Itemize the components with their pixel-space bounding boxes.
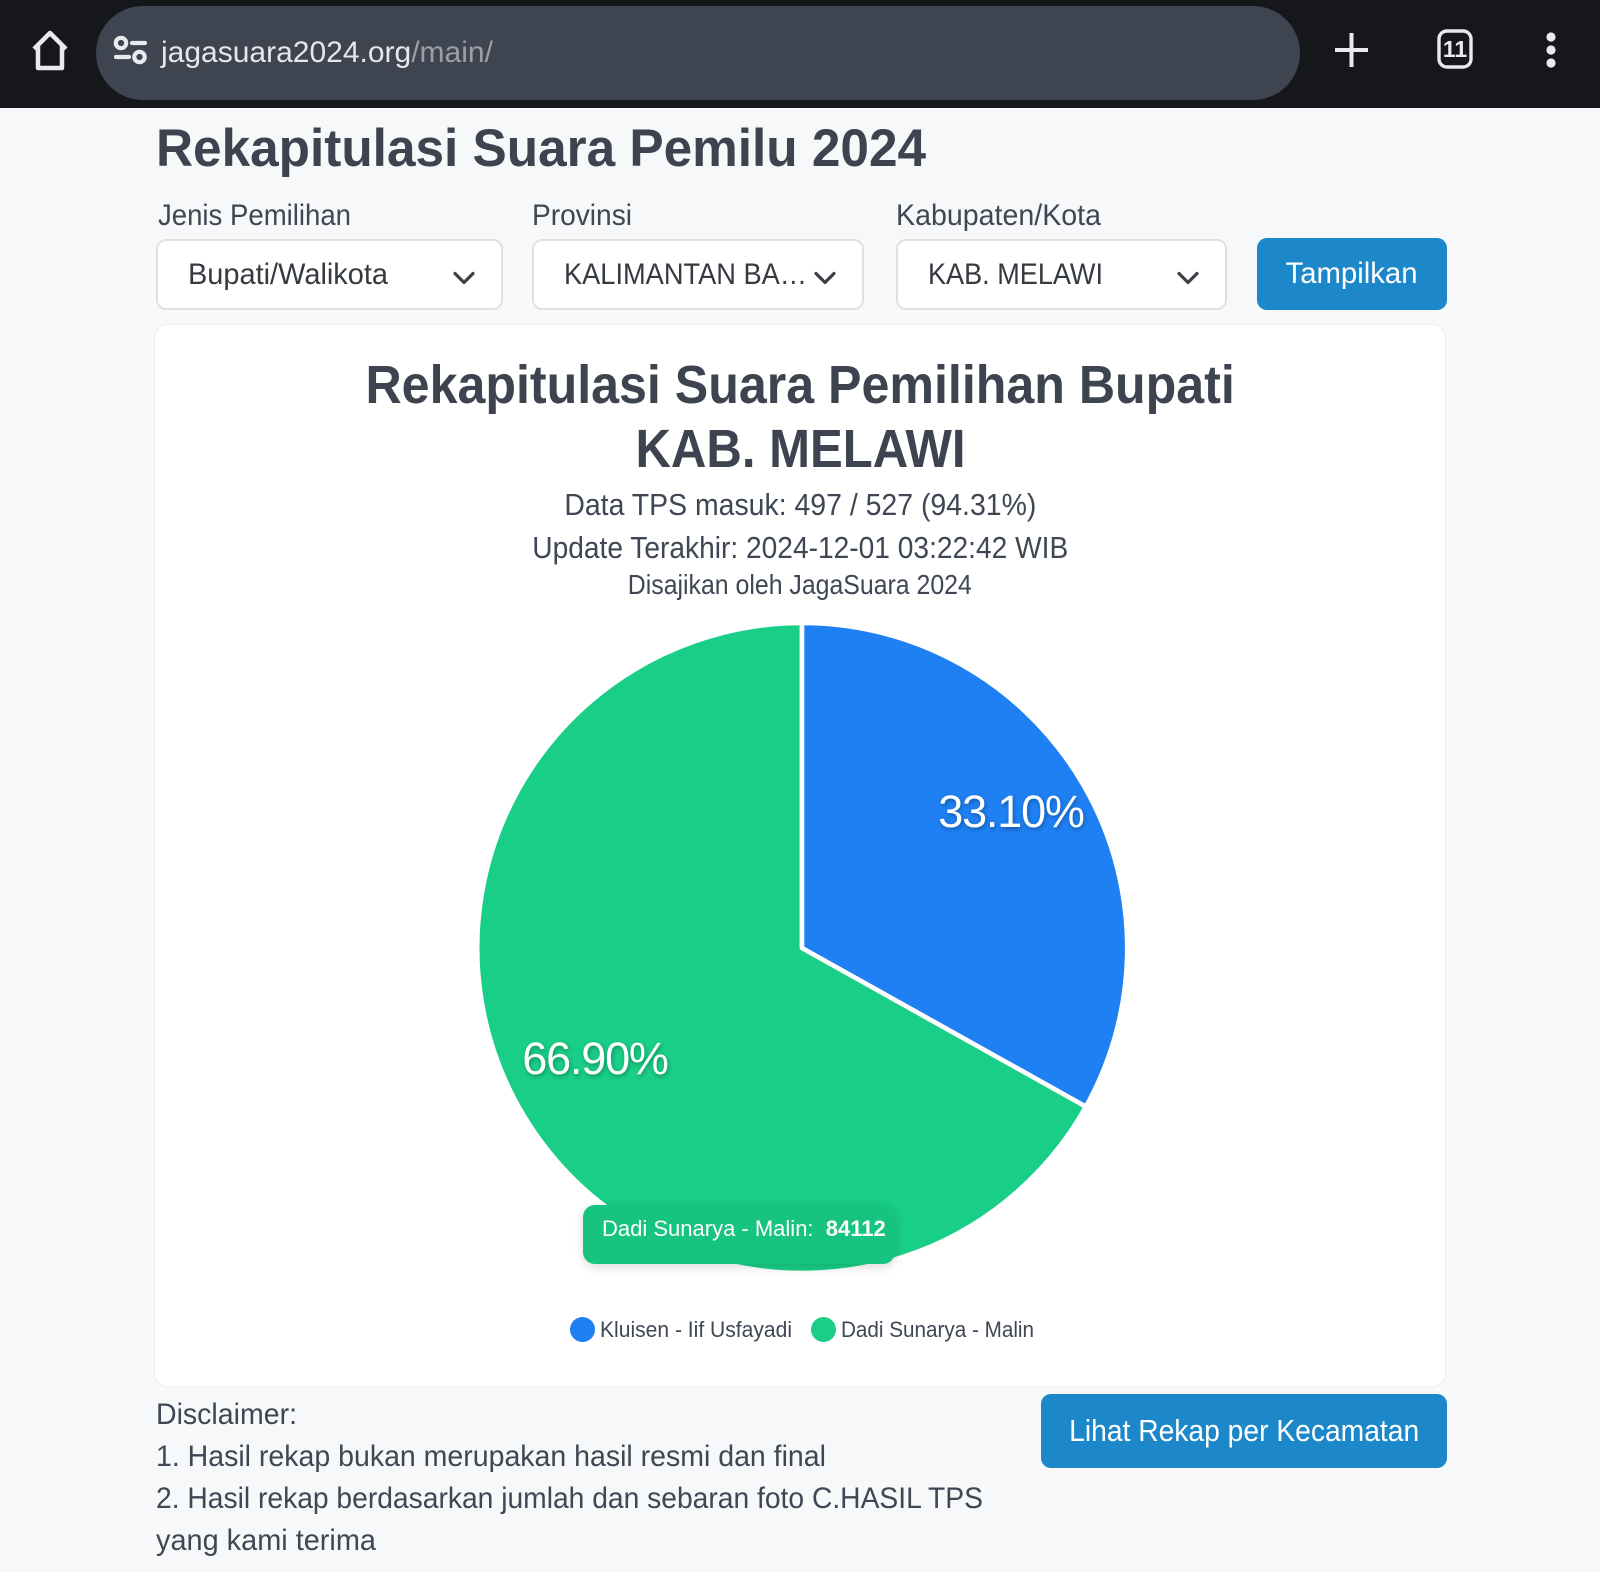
svg-text:11: 11 [1443,36,1468,62]
